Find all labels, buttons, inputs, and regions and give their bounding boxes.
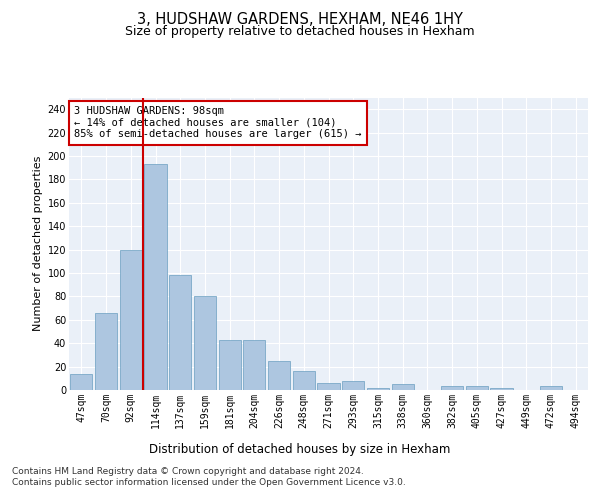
Text: Contains HM Land Registry data © Crown copyright and database right 2024.
Contai: Contains HM Land Registry data © Crown c… [12,468,406,487]
Bar [145,164,167,390]
Bar [119,250,142,390]
Bar [194,296,216,390]
Bar [342,380,364,390]
Text: Distribution of detached houses by size in Hexham: Distribution of detached houses by size … [149,442,451,456]
Bar [392,384,414,390]
Bar [293,372,315,390]
Text: Size of property relative to detached houses in Hexham: Size of property relative to detached ho… [125,25,475,38]
Bar [466,386,488,390]
Bar [540,386,562,390]
Bar [490,388,512,390]
Bar [243,340,265,390]
Text: 3 HUDSHAW GARDENS: 98sqm
← 14% of detached houses are smaller (104)
85% of semi-: 3 HUDSHAW GARDENS: 98sqm ← 14% of detach… [74,106,362,140]
Bar [218,340,241,390]
Bar [70,374,92,390]
Y-axis label: Number of detached properties: Number of detached properties [34,156,43,332]
Bar [317,383,340,390]
Bar [169,276,191,390]
Bar [441,386,463,390]
Text: 3, HUDSHAW GARDENS, HEXHAM, NE46 1HY: 3, HUDSHAW GARDENS, HEXHAM, NE46 1HY [137,12,463,28]
Bar [95,313,117,390]
Bar [268,361,290,390]
Bar [367,388,389,390]
